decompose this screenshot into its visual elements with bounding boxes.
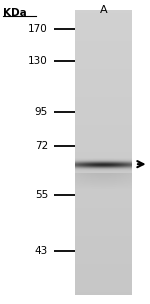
Text: 72: 72 — [35, 141, 48, 151]
Text: 95: 95 — [35, 108, 48, 117]
Text: KDa: KDa — [3, 8, 27, 18]
Text: 130: 130 — [28, 56, 48, 66]
Text: 43: 43 — [35, 246, 48, 256]
Text: 170: 170 — [28, 24, 48, 34]
Text: A: A — [100, 5, 107, 15]
Text: 55: 55 — [35, 190, 48, 199]
